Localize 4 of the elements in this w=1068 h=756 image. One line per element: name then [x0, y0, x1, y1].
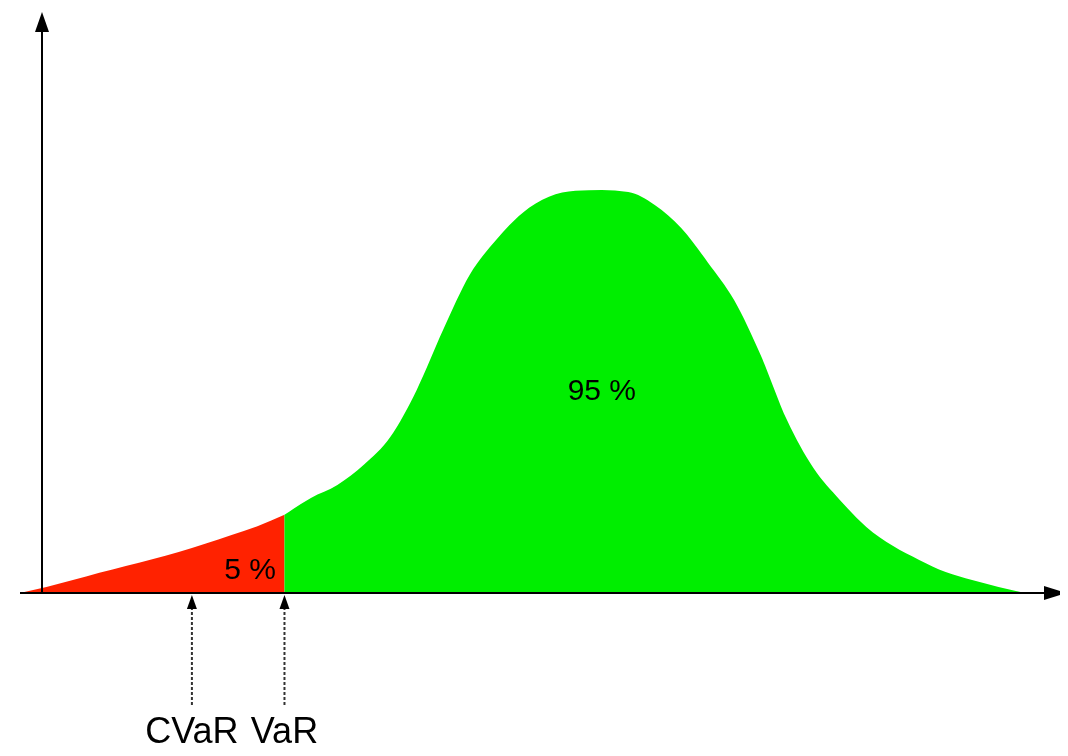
text: VaR	[250, 710, 319, 751]
annotation: 95 %	[567, 372, 637, 406]
annotation: 5 %	[224, 552, 276, 585]
text: CVaR	[145, 710, 239, 751]
